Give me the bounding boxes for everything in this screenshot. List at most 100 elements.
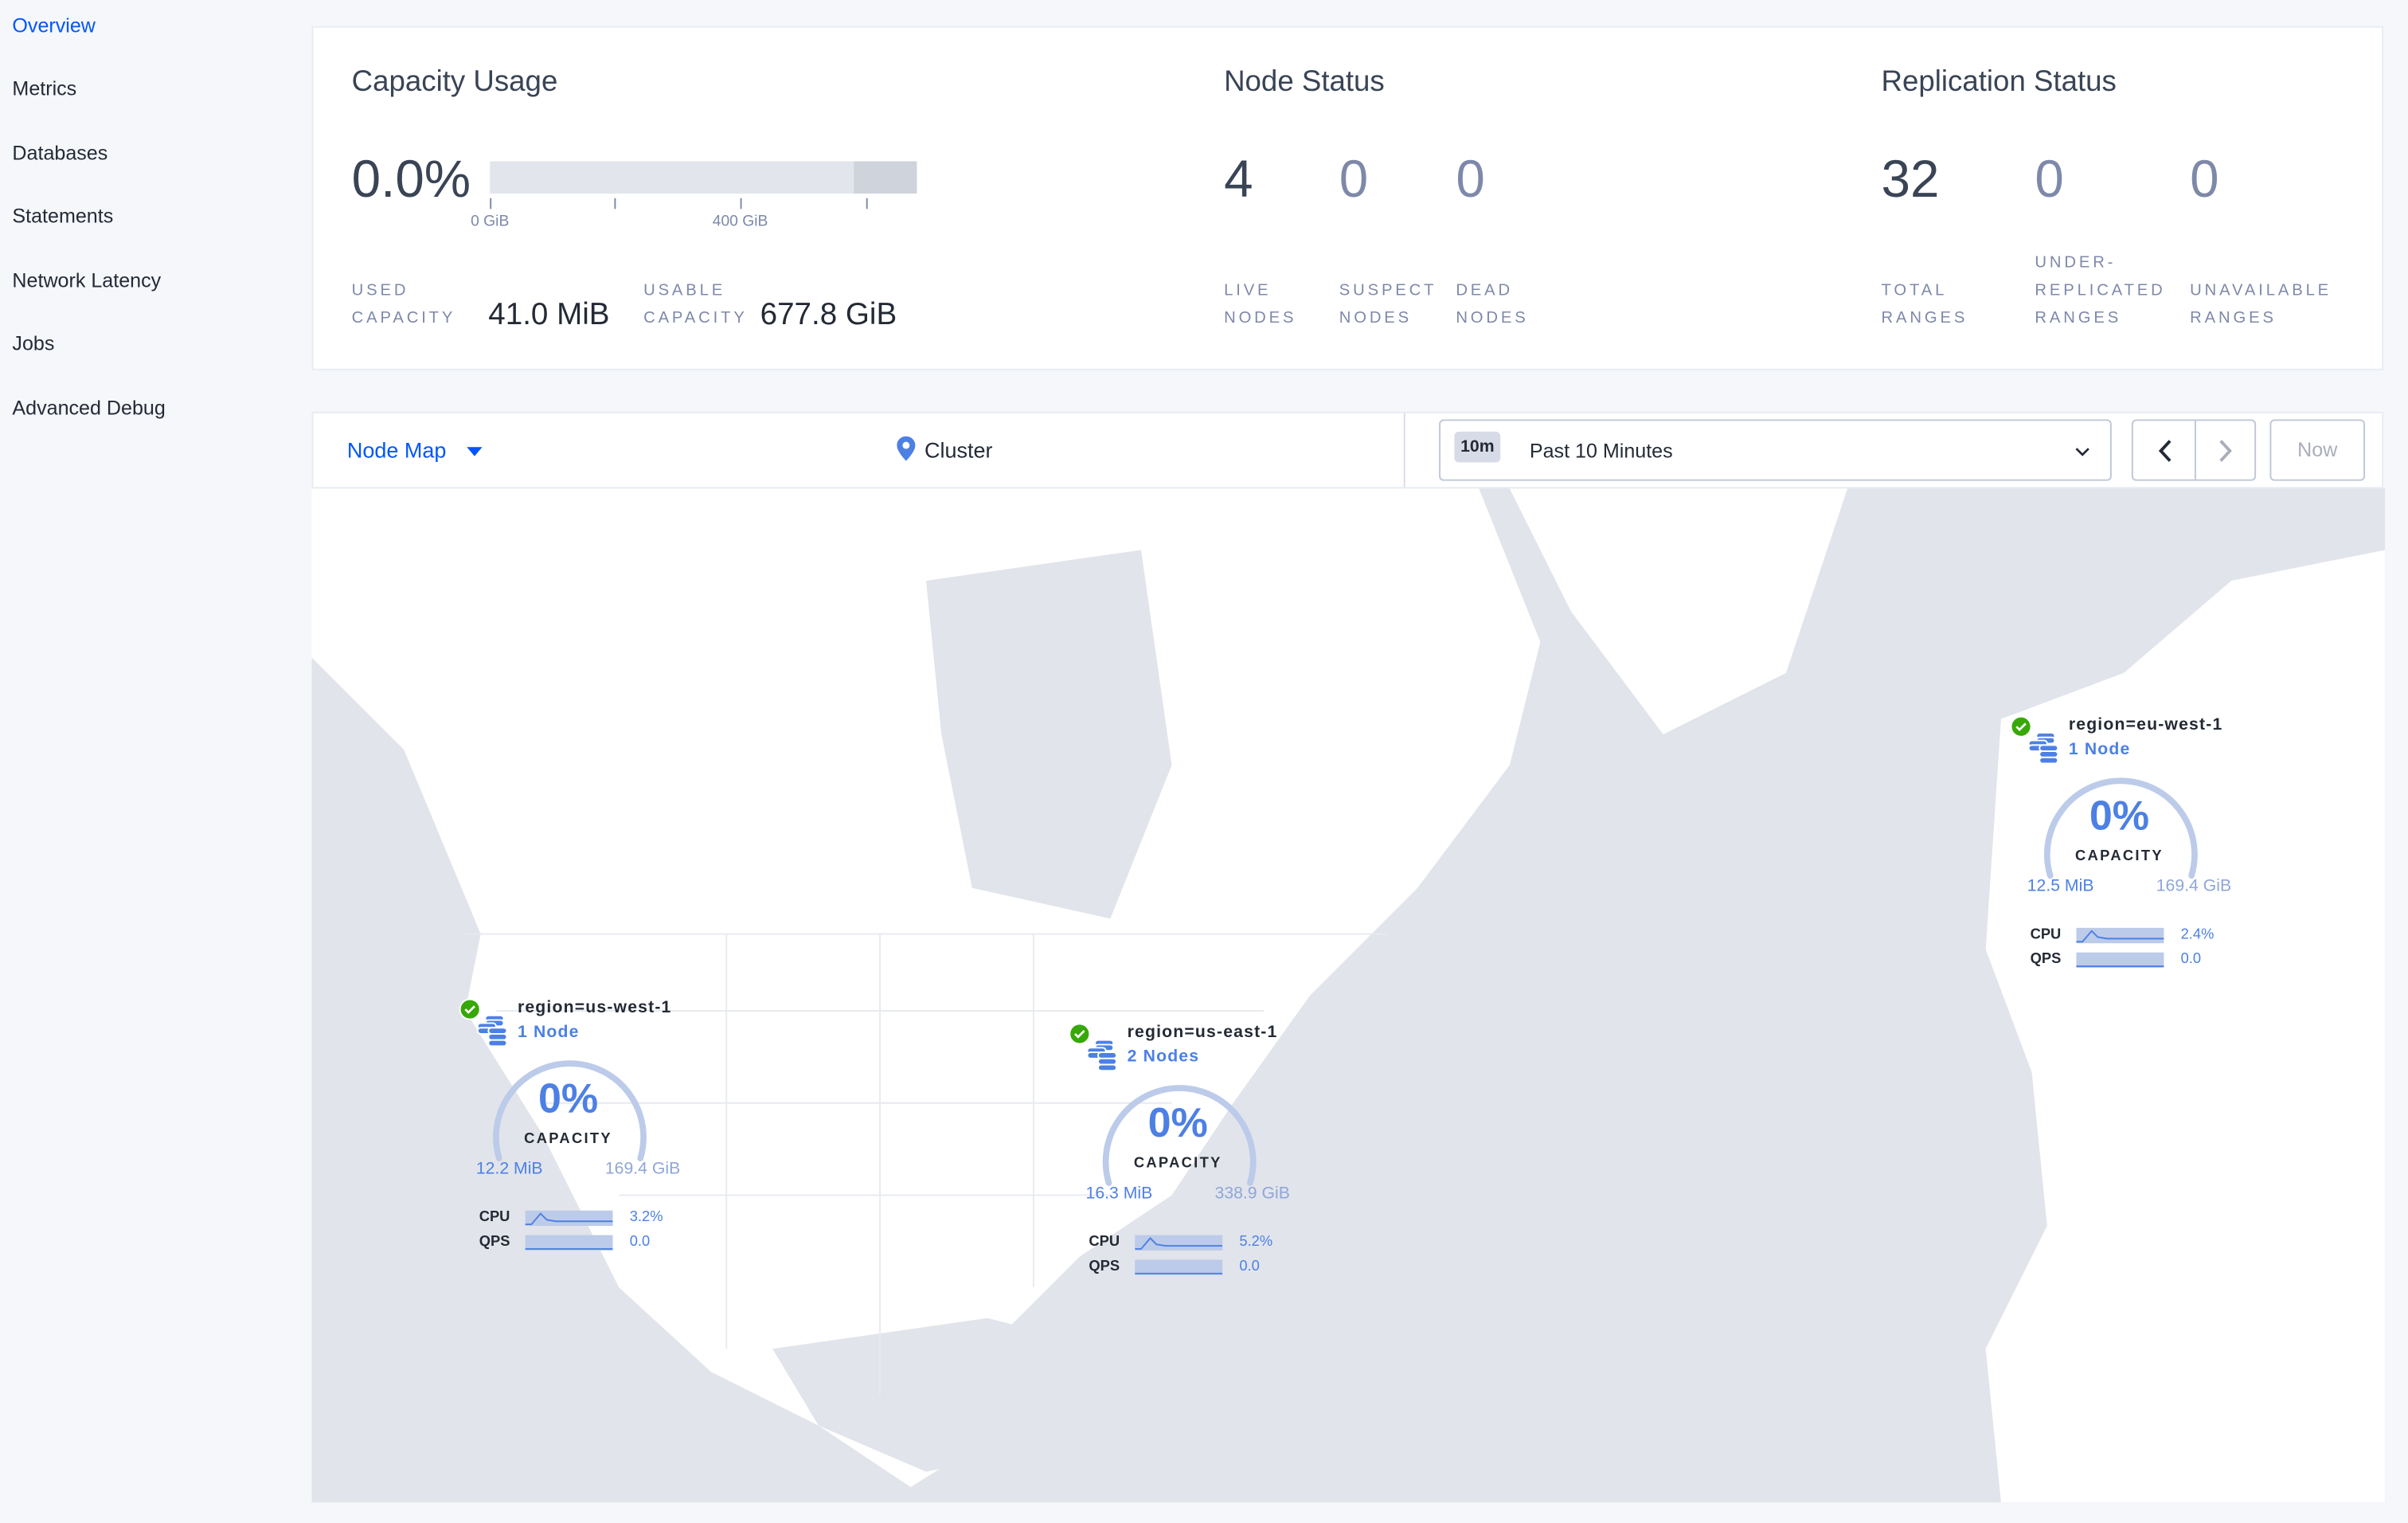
live-nodes-label: LIVE NODES — [1224, 280, 1297, 327]
total-ranges-label: TOTAL RANGES — [1881, 280, 1968, 327]
unavailable-label: UNAVAILABLE RANGES — [2190, 280, 2332, 327]
cpu-label: CPU — [479, 1208, 510, 1227]
state-borders — [465, 933, 1387, 1396]
chevron-left-icon — [2157, 439, 2171, 461]
dead-nodes-label: DEAD NODES — [1456, 280, 1529, 327]
unavailable-count: 0 — [2190, 151, 2219, 209]
cluster-breadcrumb[interactable]: Cluster — [897, 436, 993, 463]
capacity-label: CAPACITY — [524, 1130, 612, 1148]
capacity-percent: 0% — [2089, 793, 2150, 840]
capacity-gauge — [2044, 777, 2198, 879]
qps-sparkline — [525, 1235, 613, 1251]
dead-nodes-count: 0 — [1456, 151, 1485, 209]
usable-capacity-value: 677.8 GiB — [760, 298, 897, 332]
cpu-label: CPU — [1089, 1233, 1120, 1251]
caret-down-icon — [467, 447, 483, 457]
used-capacity: 12.5 MiB — [2027, 877, 2094, 896]
used-capacity-label: USED CAPACITY — [351, 280, 456, 327]
view-selector-label: Node Map — [346, 437, 447, 463]
healthy-check-icon — [1069, 1023, 1091, 1045]
healthy-check-icon — [2010, 715, 2032, 738]
capacity-gauge — [493, 1060, 647, 1162]
node-map[interactable] — [311, 488, 2386, 1503]
cpu-sparkline — [1135, 1235, 1223, 1251]
qps-value: 0.0 — [629, 1233, 651, 1251]
capacity-gauge — [1102, 1085, 1257, 1186]
tick-label: 400 GiB — [712, 213, 768, 231]
under-replicated-label: UNDER-REPLICATED RANGES — [2035, 253, 2166, 327]
database-icon — [1086, 1039, 1118, 1072]
hudson-bay — [925, 550, 1172, 919]
capacity-percent: 0% — [1147, 1099, 1208, 1146]
qps-sparkline — [2076, 952, 2164, 969]
cpu-value: 3.2% — [629, 1208, 663, 1227]
qps-value: 0.0 — [1239, 1258, 1260, 1275]
map-toolbar: Node Map Cluster 10m Past 10 Minutes Now — [311, 411, 2384, 489]
chevron-down-icon — [2075, 448, 2089, 456]
world-map — [311, 488, 2386, 1503]
capacity-bar — [490, 161, 917, 194]
live-nodes-count: 4 — [1224, 151, 1253, 209]
time-range-label: Past 10 Minutes — [1529, 439, 1673, 463]
qps-label: QPS — [2030, 950, 2062, 969]
total-ranges-count: 32 — [1881, 151, 1940, 209]
time-nav-group — [2131, 419, 2257, 481]
total-capacity: 338.9 GiB — [1214, 1184, 1290, 1204]
tick — [740, 198, 742, 209]
region-node-count: 1 Node — [517, 1023, 580, 1042]
used-capacity-value: 41.0 MiB — [488, 298, 610, 332]
sidebar-item-statements[interactable]: Statements — [12, 204, 114, 228]
sidebar-item-overview[interactable]: Overview — [12, 14, 96, 37]
capacity-bar-remainder — [854, 161, 917, 194]
total-capacity: 169.4 GiB — [604, 1160, 681, 1179]
cpu-value: 2.4% — [2180, 926, 2214, 944]
qps-label: QPS — [1089, 1258, 1120, 1275]
healthy-check-icon — [459, 998, 481, 1020]
used-capacity: 12.2 MiB — [475, 1160, 543, 1179]
replication-title: Replication Status — [1881, 65, 2117, 99]
divider — [1403, 413, 1405, 487]
time-range-select[interactable]: 10m Past 10 Minutes — [1439, 419, 2112, 481]
qps-value: 0.0 — [2180, 950, 2202, 969]
cpu-sparkline — [525, 1210, 613, 1227]
capacity-label: CAPACITY — [2075, 848, 2164, 865]
view-selector[interactable]: Node Map — [347, 438, 483, 463]
region-name: region=us-west-1 — [517, 998, 672, 1017]
total-capacity: 169.4 GiB — [2156, 877, 2232, 896]
region-name: region=us-east-1 — [1127, 1023, 1278, 1042]
tick — [614, 198, 616, 209]
cpu-sparkline — [2076, 927, 2164, 944]
sidebar-item-jobs[interactable]: Jobs — [12, 331, 55, 355]
sidebar-item-databases[interactable]: Databases — [12, 141, 108, 165]
sidebar-item-network-latency[interactable]: Network Latency — [12, 268, 162, 292]
now-button[interactable]: Now — [2269, 419, 2366, 481]
previous-time-button[interactable] — [2133, 421, 2196, 480]
used-capacity: 16.3 MiB — [1085, 1184, 1153, 1204]
capacity-title: Capacity Usage — [351, 65, 558, 99]
suspect-nodes-count: 0 — [1339, 151, 1369, 209]
qps-label: QPS — [479, 1233, 510, 1251]
capacity-label: CAPACITY — [1133, 1155, 1222, 1173]
cpu-value: 5.2% — [1239, 1233, 1273, 1251]
sidebar-item-metrics[interactable]: Metrics — [12, 76, 77, 100]
tick-label: 0 GiB — [471, 213, 510, 231]
capacity-percent: 0.0% — [351, 151, 471, 209]
node-status-title: Node Status — [1224, 65, 1385, 99]
gulf-of-mexico — [772, 1317, 1111, 1472]
database-icon — [476, 1014, 508, 1047]
region-node-count: 1 Node — [2068, 740, 2131, 759]
sidebar-item-advanced-debug[interactable]: Advanced Debug — [12, 396, 166, 420]
database-icon — [2027, 731, 2059, 765]
map-pin-icon — [897, 436, 916, 461]
tick — [866, 198, 868, 209]
usable-capacity-label: USABLE CAPACITY — [643, 280, 748, 327]
time-range-badge: 10m — [1454, 431, 1501, 463]
capacity-percent: 0% — [538, 1075, 599, 1122]
next-time-button[interactable] — [2195, 421, 2256, 479]
region-name: region=eu-west-1 — [2068, 715, 2223, 734]
tick — [490, 198, 492, 209]
land-north-america — [311, 488, 1541, 1487]
region-node-count: 2 Nodes — [1127, 1047, 1200, 1067]
cluster-label: Cluster — [924, 437, 993, 463]
qps-sparkline — [1135, 1259, 1223, 1275]
